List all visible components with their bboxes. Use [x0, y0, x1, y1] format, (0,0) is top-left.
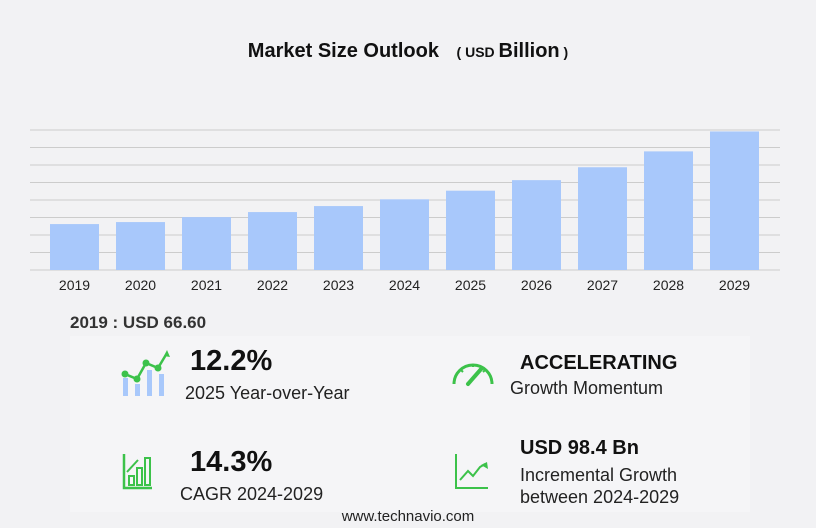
bar-2029	[710, 131, 759, 270]
cagr-value: 14.3%	[190, 446, 273, 478]
x-tick-label: 2021	[191, 277, 222, 293]
bar-chart-icon	[122, 454, 152, 490]
bar-2020	[116, 222, 165, 270]
bar-2026	[512, 180, 561, 270]
speedometer-icon	[452, 363, 494, 386]
unit-label: ( USD Billion )	[456, 40, 569, 62]
unit-prefix: USD	[465, 44, 495, 60]
trend-line-icon	[455, 454, 488, 489]
x-tick-label: 2019	[59, 277, 90, 293]
incremental-label-2: between 2024-2029	[520, 487, 680, 507]
x-tick-label: 2025	[455, 277, 486, 293]
x-tick-label: 2026	[521, 277, 552, 293]
unit-word: Billion	[498, 40, 560, 62]
incremental-icon-wrap	[454, 454, 490, 495]
title-text: Market Size Outlook	[247, 40, 439, 62]
bar-2027	[578, 167, 627, 270]
x-tick-label: 2029	[719, 277, 750, 293]
momentum-value: ACCELERATING	[520, 352, 678, 374]
momentum-label: Growth Momentum	[510, 378, 664, 398]
growth-chart-icon	[121, 350, 170, 396]
bar-2021	[182, 217, 231, 270]
x-tick-label: 2020	[125, 277, 156, 293]
yoy-label: 2025 Year-over-Year	[185, 383, 350, 403]
bar-chart: 2019 2020 2021 2022 2023 2024 2025 2026 2027 2028…	[30, 129, 780, 293]
bar-2019	[50, 224, 99, 270]
momentum-icon-wrap	[450, 358, 496, 393]
yoy-value: 12.2%	[190, 345, 273, 377]
yoy-icon-wrap	[120, 350, 170, 403]
x-tick-label: 2022	[257, 277, 288, 293]
incremental-label-1: Incremental Growth	[520, 465, 678, 485]
x-tick-label: 2028	[653, 277, 684, 293]
bar-2022	[248, 212, 297, 270]
stats-panel	[70, 336, 750, 512]
bar-2028	[644, 151, 693, 270]
bar-2023	[314, 206, 363, 270]
x-tick-label: 2023	[323, 277, 354, 293]
footer-url[interactable]: www.technavio.com	[341, 508, 475, 525]
chart-title: Market Size Outlook ( USD Billion )	[0, 40, 816, 63]
x-tick-label: 2024	[389, 277, 420, 293]
bar-2025	[446, 190, 495, 270]
cagr-label: CAGR 2024-2029	[180, 484, 324, 504]
first-year-value: 2019 : USD 66.60	[70, 313, 207, 332]
incremental-value: USD 98.4 Bn	[520, 437, 639, 459]
cagr-icon-wrap	[122, 454, 152, 495]
x-tick-label: 2027	[587, 277, 618, 293]
bar-2024	[380, 199, 429, 270]
